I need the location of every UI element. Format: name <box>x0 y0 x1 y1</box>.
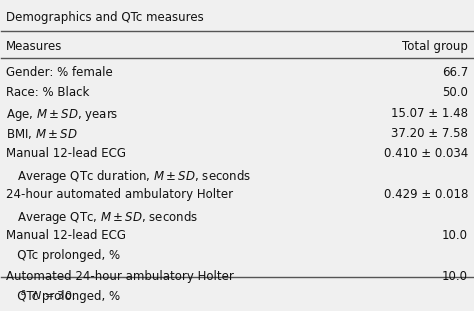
Text: 10.0: 10.0 <box>442 229 468 242</box>
Text: 0.429 ± 0.018: 0.429 ± 0.018 <box>383 188 468 201</box>
Text: Demographics and QTc measures: Demographics and QTc measures <box>6 11 204 24</box>
Text: 0.410 ± 0.034: 0.410 ± 0.034 <box>383 147 468 160</box>
Text: 50.0: 50.0 <box>442 86 468 100</box>
Text: $^{a}$  $N$ = 30.: $^{a}$ $N$ = 30. <box>20 288 76 302</box>
Text: QTc prolonged, %: QTc prolonged, % <box>6 249 120 262</box>
Text: Total group: Total group <box>402 40 468 53</box>
Text: Age, $M \pm SD$, years: Age, $M \pm SD$, years <box>6 107 118 123</box>
Text: 24-hour automated ambulatory Holter: 24-hour automated ambulatory Holter <box>6 188 233 201</box>
Text: BMI, $M \pm SD$: BMI, $M \pm SD$ <box>6 127 78 141</box>
Text: 15.07 ± 1.48: 15.07 ± 1.48 <box>391 107 468 120</box>
Text: Manual 12-lead ECG: Manual 12-lead ECG <box>6 147 126 160</box>
Text: Manual 12-lead ECG: Manual 12-lead ECG <box>6 229 126 242</box>
Text: 66.7: 66.7 <box>442 66 468 79</box>
Text: QTc prolonged, %: QTc prolonged, % <box>6 290 120 303</box>
Text: Measures: Measures <box>6 40 63 53</box>
Text: Average QTc duration, $M \pm SD$, seconds: Average QTc duration, $M \pm SD$, second… <box>6 168 252 185</box>
Text: Gender: % female: Gender: % female <box>6 66 113 79</box>
Text: 10.0: 10.0 <box>442 270 468 282</box>
Text: Average QTc, $M \pm SD$, seconds: Average QTc, $M \pm SD$, seconds <box>6 208 198 225</box>
Text: 37.20 ± 7.58: 37.20 ± 7.58 <box>391 127 468 140</box>
Text: Automated 24-hour ambulatory Holter: Automated 24-hour ambulatory Holter <box>6 270 234 282</box>
Text: Race: % Black: Race: % Black <box>6 86 90 100</box>
